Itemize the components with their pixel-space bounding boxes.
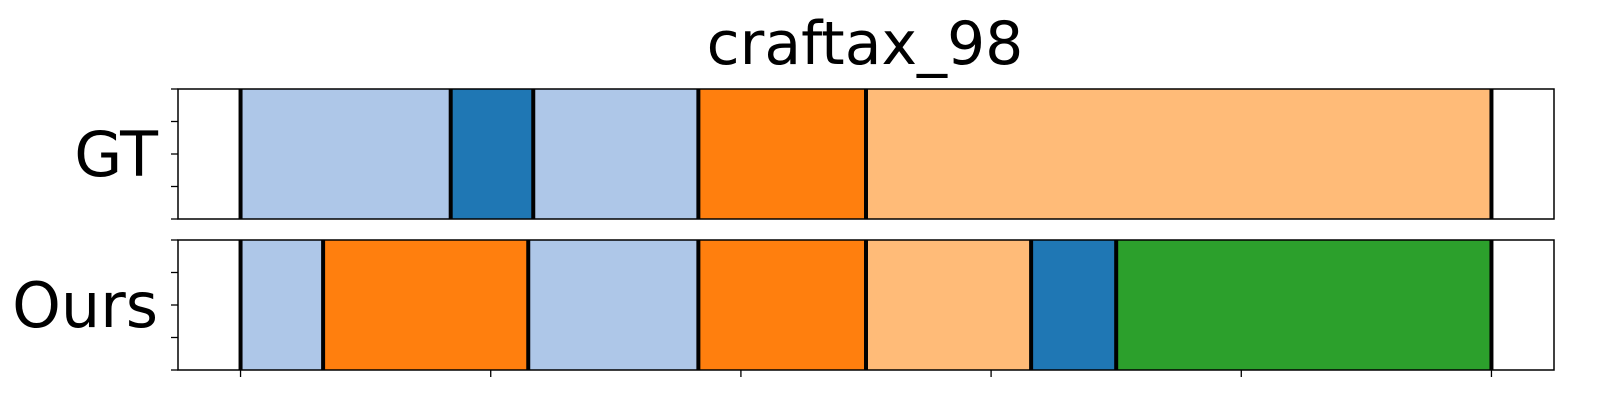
segment-ours-5 — [866, 240, 1031, 370]
segment-gt-4 — [698, 89, 866, 219]
panels: GT Ours — [12, 89, 1554, 377]
row-label-ours: Ours — [12, 269, 158, 342]
segment-gt-2 — [451, 89, 534, 219]
segment-ours-3 — [528, 240, 698, 370]
segment-gt-1 — [241, 89, 451, 219]
segment-ours-7 — [1116, 240, 1491, 370]
segment-gt-3 — [533, 89, 698, 219]
row-label-gt: GT — [74, 118, 159, 191]
segment-ours-4 — [698, 240, 866, 370]
segment-gt-5 — [866, 89, 1491, 219]
segment-ours-1 — [241, 240, 324, 370]
chart-title: craftax_98 — [707, 9, 1024, 79]
segment-ours-6 — [1031, 240, 1116, 370]
segment-ours-2 — [323, 240, 528, 370]
